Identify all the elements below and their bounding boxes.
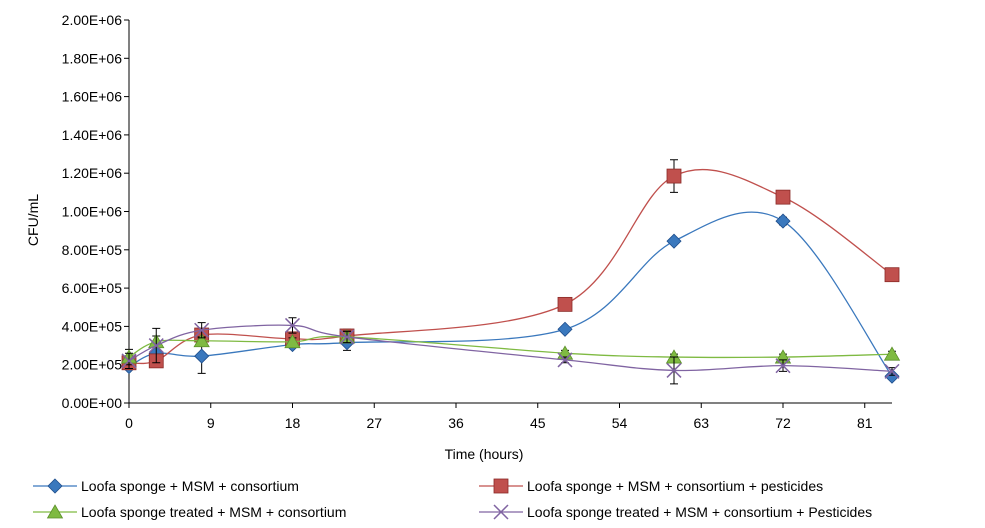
legend-item-3: Loofa sponge treated + MSM + consortium <box>33 504 346 520</box>
data-point <box>666 168 682 184</box>
data-point <box>557 296 573 312</box>
y-tick-label: 1.80E+06 <box>62 50 123 66</box>
y-tick-label: 4.00E+05 <box>62 318 123 334</box>
data-point <box>121 353 137 369</box>
y-tick-label: 2.00E+06 <box>62 12 123 28</box>
legend-swatch-marker <box>493 504 509 520</box>
legend-item-1: Loofa sponge + MSM + consortium <box>33 478 299 494</box>
legend-item-4: Loofa sponge treated + MSM + consortium … <box>479 504 872 520</box>
series-line <box>128 335 893 359</box>
data-point <box>775 358 791 374</box>
data-point <box>666 233 682 249</box>
series-line <box>128 168 893 365</box>
x-tick-label: 63 <box>693 415 709 431</box>
x-tick-label: 0 <box>125 415 133 431</box>
data-point <box>557 352 573 368</box>
data-point <box>339 329 355 345</box>
y-axis-label: CFU/mL <box>25 194 41 246</box>
y-tick-label: 8.00E+05 <box>62 242 123 258</box>
y-tick-label: 1.00E+06 <box>62 204 123 220</box>
series-4 <box>121 317 900 385</box>
x-tick-label: 9 <box>207 415 215 431</box>
series-layer <box>120 159 901 385</box>
data-point <box>884 363 900 379</box>
legend-label: Loofa sponge treated + MSM + consortium … <box>527 504 872 520</box>
data-point <box>666 362 682 378</box>
x-tick-label: 36 <box>448 415 464 431</box>
data-point <box>557 321 573 337</box>
y-tick-label: 0.00E+00 <box>62 395 123 411</box>
x-axis-label: Time (hours) <box>445 446 524 462</box>
data-point <box>883 346 901 361</box>
data-point <box>148 338 164 354</box>
data-point <box>884 267 900 283</box>
legend-swatch-marker <box>46 504 64 519</box>
x-tick-label: 54 <box>612 415 628 431</box>
legend-swatch-marker <box>47 478 63 494</box>
legend-label: Loofa sponge + MSM + consortium <box>81 478 299 494</box>
data-point <box>284 333 301 349</box>
y-tick-label: 1.40E+06 <box>62 127 123 143</box>
legend-swatch-marker <box>493 478 509 494</box>
data-point <box>193 332 210 348</box>
x-tick-label: 72 <box>775 415 791 431</box>
legend-item-2: Loofa sponge + MSM + consortium + pestic… <box>479 478 823 494</box>
data-point <box>284 317 301 333</box>
x-tick-label: 27 <box>366 415 382 431</box>
data-point <box>194 348 210 364</box>
x-tick-label: 45 <box>530 415 546 431</box>
x-tick-label: 18 <box>285 415 301 431</box>
y-tick-label: 1.20E+06 <box>62 165 123 181</box>
data-point <box>775 189 791 205</box>
y-tick-label: 1.60E+06 <box>62 89 123 105</box>
y-tick-label: 2.00E+05 <box>62 357 123 373</box>
series-line <box>128 324 893 373</box>
series-line <box>128 211 893 377</box>
data-point <box>884 368 900 384</box>
legend: Loofa sponge + MSM + consortium Loofa spo… <box>33 478 872 520</box>
data-point <box>194 322 210 338</box>
y-tick-label: 6.00E+05 <box>62 280 123 296</box>
legend-label: Loofa sponge treated + MSM + consortium <box>81 504 346 520</box>
data-point <box>775 213 791 229</box>
legend-label: Loofa sponge + MSM + consortium + pestic… <box>527 478 823 494</box>
axes: 0.00E+00 2.00E+05 4.00E+05 6.00E+05 8.00E+05… <box>62 12 892 431</box>
x-tick-label: 81 <box>857 415 873 431</box>
